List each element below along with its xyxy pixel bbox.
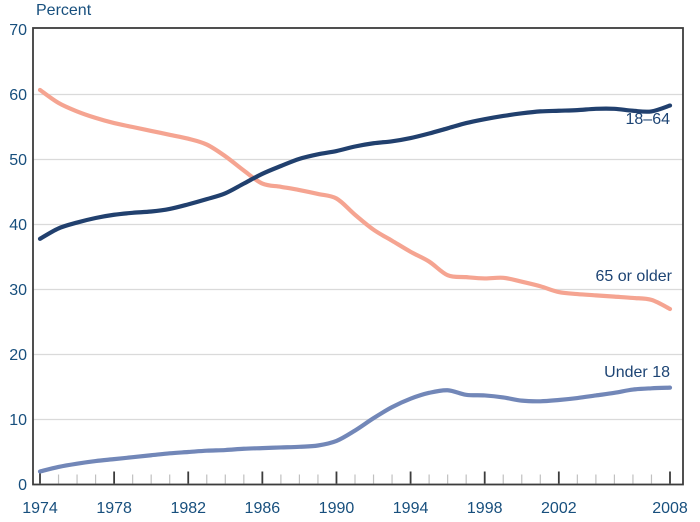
series-label-under-18: Under 18 — [604, 364, 670, 381]
x-tick-label: 1974 — [22, 500, 58, 517]
x-tick-label: 1994 — [393, 500, 429, 517]
y-tick-label: 20 — [9, 347, 27, 364]
plot-border — [32, 27, 684, 486]
y-axis-title: Percent — [36, 2, 92, 19]
line-under-18 — [37, 385, 673, 474]
y-tick-label: 40 — [9, 217, 27, 234]
line-65-or-older — [37, 87, 673, 312]
y-tick-label: 0 — [18, 477, 27, 494]
series-label-18-64: 18–64 — [625, 111, 671, 128]
y-tick-label: 50 — [9, 152, 27, 169]
x-tick-label: 1998 — [467, 500, 503, 517]
x-tick-label: 1978 — [96, 500, 132, 517]
x-tick-label: 1990 — [319, 500, 355, 517]
x-tick-label: 2008 — [652, 500, 688, 517]
x-tick-label: 2002 — [541, 500, 577, 517]
series-label-65-or-older: 65 or older — [595, 268, 673, 285]
line-18-64 — [37, 103, 673, 241]
y-tick-label: 60 — [9, 87, 27, 104]
x-tick-label: 1982 — [170, 500, 206, 517]
y-tick-label: 70 — [9, 22, 27, 39]
y-tick-label: 30 — [9, 282, 27, 299]
x-tick-label: 1986 — [245, 500, 281, 517]
y-tick-label: 10 — [9, 412, 27, 429]
